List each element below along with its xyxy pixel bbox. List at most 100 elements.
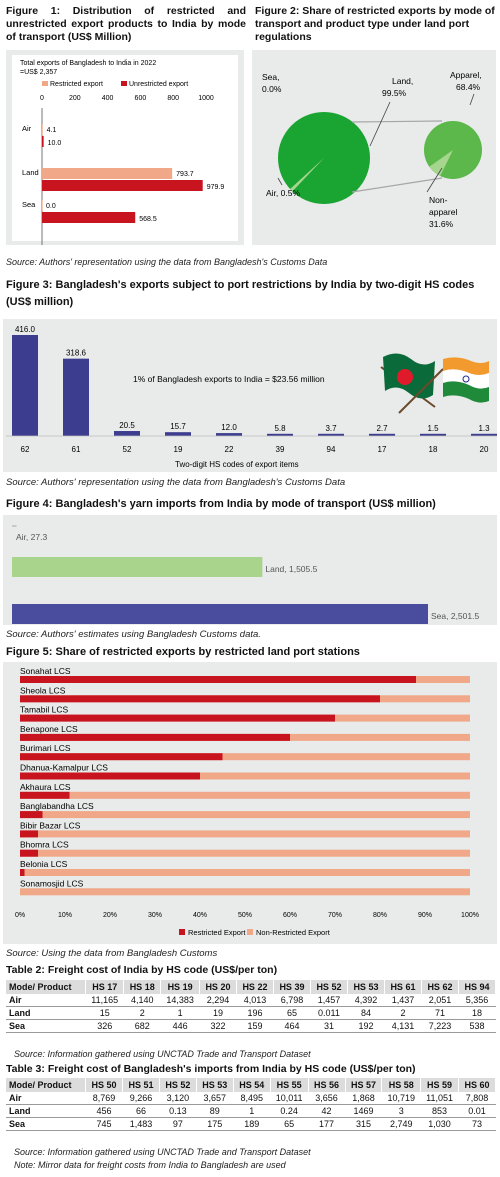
- figure1-value-restricted: 4.1: [47, 127, 57, 134]
- table2-cell: 65: [273, 1006, 311, 1020]
- table2-row: Air 11,165 4,140 14,383 2,294 4,013 6,798 1,457…: [6, 994, 496, 1007]
- figure5-category-label: Sonahat LCS: [20, 666, 71, 676]
- figure5-xtick-label: 0%: [15, 912, 25, 919]
- table3-header-cell: HS 54: [233, 1078, 271, 1092]
- table2-cell: 1: [160, 1006, 200, 1020]
- figure5-bar-nonrestricted: [20, 888, 470, 896]
- table2-cell: 4,131: [384, 1019, 422, 1033]
- figure3-category-label: 22: [225, 445, 234, 454]
- table3-row: Air 8,769 9,266 3,120 3,657 8,495 10,011 3,656 1…: [6, 1092, 496, 1105]
- figure3-value-label: 318.6: [66, 349, 87, 358]
- table2-header-cell: HS 22: [236, 980, 274, 994]
- figure1-category-label: Land: [22, 168, 39, 177]
- table3-cell: 3,657: [196, 1092, 234, 1105]
- table3-header-cell: HS 58: [381, 1078, 422, 1092]
- table3-cell: 1,868: [345, 1092, 382, 1105]
- table2-cell: 11,165: [85, 994, 124, 1007]
- figure1-bar-unrestricted: [42, 136, 44, 147]
- figure2-label-air: Air, 0.5%: [266, 188, 300, 198]
- figure5-category-label: Akhaura LCS: [20, 782, 71, 792]
- figure5-xtick-label: 80%: [373, 912, 387, 919]
- table2-cell: Air: [6, 994, 86, 1007]
- table3-source: Source: Information gathered using UNCTA…: [14, 1147, 311, 1157]
- table3-cell: 7,808: [458, 1092, 496, 1105]
- table3-cell: 89: [196, 1104, 234, 1118]
- table3-cell: Air: [6, 1092, 86, 1105]
- figure4-bar: [12, 557, 263, 577]
- figure2-caption: Figure 2: Share of restricted exports by…: [255, 5, 495, 43]
- figure5-legend-restricted-swatch: [179, 929, 185, 935]
- figure3-value-label: 1.5: [427, 424, 439, 433]
- table3-header-cell: HS 57: [345, 1078, 383, 1092]
- figure3-bar: [267, 433, 293, 436]
- figure3-bar: [63, 358, 89, 436]
- figure1-value-unrestricted: 568.5: [139, 216, 157, 223]
- figure5-bar-restricted: [20, 695, 380, 703]
- table2-cell: 0.011: [310, 1006, 348, 1020]
- figure3-caption: Figure 3: Bangladesh's exports subject t…: [6, 279, 475, 308]
- table2-cell: 4,013: [236, 994, 274, 1007]
- figure1-legend-restricted-swatch: [42, 81, 48, 86]
- figure3-bar: [471, 433, 497, 436]
- table2-header-row: Mode/ Product HS 17 HS 18 HS 19 HS 20 HS 22 HS…: [6, 980, 497, 994]
- table2-header-cell: HS 52: [310, 980, 348, 994]
- figure5-xtick-label: 10%: [58, 912, 72, 919]
- figure1-value-restricted: 793.7: [176, 171, 194, 178]
- figure5-xtick-label: 40%: [193, 912, 207, 919]
- table3-cell: 73: [458, 1117, 496, 1131]
- figure4-bar: [12, 604, 428, 624]
- table3-cell: 10,011: [270, 1092, 309, 1105]
- figure5-category-label: Benapone LCS: [20, 724, 78, 734]
- table2-cell: 2,294: [199, 994, 237, 1007]
- table2-cell: 326: [85, 1019, 124, 1033]
- table3-header-cell: HS 60: [458, 1078, 497, 1092]
- figure5-xtick-label: 30%: [148, 912, 162, 919]
- table3-cell: 745: [85, 1117, 123, 1131]
- table3: Mode/ Product HS 50 HS 51 HS 52 HS 53 HS 54 HS…: [6, 1078, 497, 1131]
- figure1-xtick-label: 400: [102, 95, 114, 102]
- table2: Mode/ Product HS 17 HS 18 HS 19 HS 20 HS 22 HS…: [6, 980, 497, 1033]
- figure4-bar: [12, 525, 17, 527]
- figure5-bar-restricted: [20, 869, 25, 876]
- figure1-panel: Total exports of Bangladesh to India in …: [6, 50, 244, 275]
- figure4-value-label: Sea, 2,501.5: [431, 611, 479, 621]
- figure1-note-line1: Total exports of Bangladesh to India in …: [20, 60, 156, 67]
- figure1-xtick-label: 600: [135, 95, 147, 102]
- figure5-legend-restricted: Restricted Export: [188, 928, 246, 937]
- figure5-legend-nonrestricted: Non-Restricted Export: [256, 928, 331, 937]
- figure3-bar: [216, 433, 242, 436]
- table2-cell: 1,437: [384, 994, 422, 1007]
- table3-cell: 9,266: [122, 1092, 160, 1105]
- figure3-category-label: 61: [72, 445, 81, 454]
- figure2-panel: Sea, 0.0% Land, 99.5% Air, 0.5% Apparel,…: [252, 50, 496, 245]
- table2-cell: Sea: [6, 1019, 86, 1033]
- figure2-label-land-value: 99.5%: [382, 88, 407, 98]
- table3-cell: 315: [345, 1117, 382, 1131]
- figure5-caption: Figure 5: Share of restricted exports by…: [6, 646, 360, 658]
- table3-cell: 3,656: [308, 1092, 345, 1105]
- figure1-xtick-label: 0: [40, 95, 44, 102]
- figure1-xtick-label: 200: [69, 95, 81, 102]
- figure5-xtick-label: 50%: [238, 912, 252, 919]
- figure3-bar: [165, 432, 191, 436]
- table2-source: Source: Information gathered using UNCTA…: [14, 1049, 311, 1059]
- table2-cell: 4,140: [123, 994, 161, 1007]
- table3-cell: 0.24: [270, 1104, 309, 1118]
- table2-cell: 6,798: [273, 994, 311, 1007]
- figure2-nonapparel-leader: [426, 167, 443, 193]
- figure1-caption: Figure 1: Distribution of restricted and…: [6, 5, 246, 43]
- figure2-label-apparel-value: 68.4%: [456, 82, 481, 92]
- india-flag-icon: [398, 357, 489, 414]
- figure1-xtick-label: 1000: [198, 95, 214, 102]
- figure5-bar-restricted: [20, 849, 38, 857]
- table2-cell: 84: [347, 1006, 385, 1020]
- table2-header-cell: HS 94: [458, 980, 497, 994]
- table2-header-cell: HS 18: [123, 980, 162, 994]
- table2-cell: 7,223: [421, 1019, 459, 1033]
- table3-header-cell: HS 55: [270, 1078, 309, 1092]
- bangladesh-flag-icon: [380, 353, 436, 408]
- table2-header-cell: HS 39: [273, 980, 311, 994]
- table2-header-cell: Mode/ Product: [6, 980, 87, 994]
- figure5-category-label: Sheola LCS: [20, 685, 66, 695]
- figure5-category-label: Bhomra LCS: [20, 840, 69, 850]
